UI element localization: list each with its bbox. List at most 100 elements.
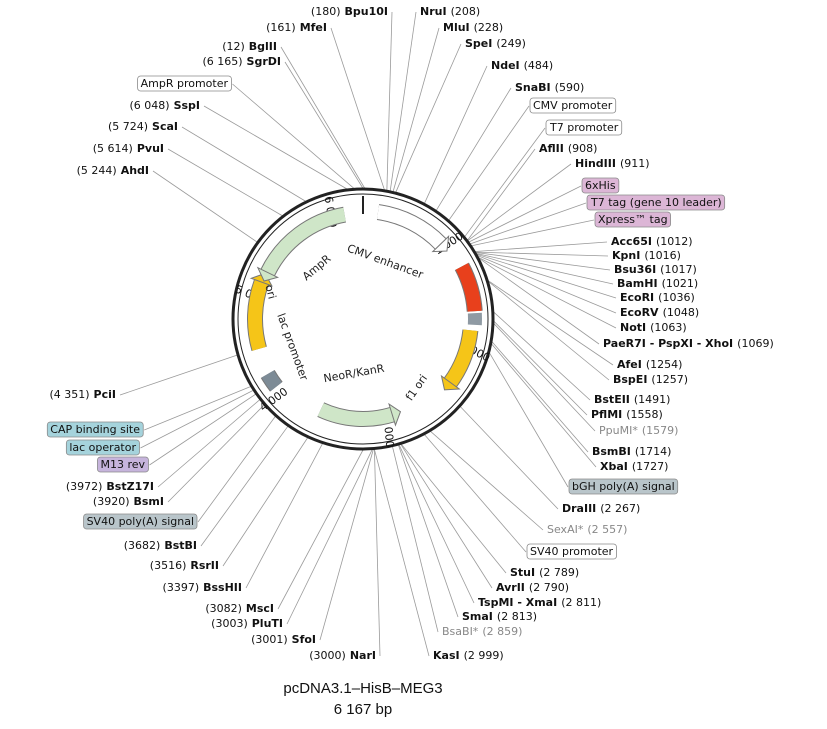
site-label: AfeI (1254) — [617, 358, 682, 371]
feature-label: f1 ori — [403, 372, 430, 403]
site-position: (1048) — [663, 306, 700, 319]
site-name: SgrDI — [247, 55, 281, 68]
leader-line — [476, 253, 614, 285]
site-position: (3003) — [211, 617, 248, 630]
site-label: KpnI (1016) — [612, 249, 681, 262]
leader-line — [488, 280, 614, 366]
site-position: (484) — [524, 59, 554, 72]
site-position: (1714) — [635, 445, 672, 458]
leader-line — [493, 311, 591, 401]
site-name: AfeI — [617, 358, 642, 371]
feature-arc — [455, 263, 482, 312]
site-name: NotI — [620, 321, 646, 334]
leader-line — [152, 170, 258, 243]
site-name: T7 tag (gene 10 leader) — [590, 196, 722, 209]
site-name: Bsu36I — [614, 263, 656, 276]
site-label: MluI (228) — [443, 21, 503, 34]
site-name: BsaBI* — [442, 625, 479, 638]
leader-line — [475, 252, 611, 271]
site-label: (3682) BstBI — [124, 539, 197, 552]
backbone-inner — [237, 193, 489, 445]
site-position: (1063) — [650, 321, 687, 334]
feature-label: lac promoter — [274, 312, 310, 383]
leader-line — [245, 443, 323, 589]
site-label: (6 048) SspI — [129, 99, 200, 112]
feature-arc — [261, 207, 346, 276]
leader-line — [478, 257, 617, 329]
feature-tag: T7 tag (gene 10 leader) — [590, 196, 722, 209]
feature-tag-box — [83, 513, 198, 530]
site-position: (1016) — [644, 249, 681, 262]
site-label: (3003) PluTI — [211, 617, 283, 630]
site-label: PpuMI* (1579) — [599, 424, 678, 437]
feature-tag-box — [137, 75, 232, 92]
feature-tag: Xpress™ tag — [598, 213, 668, 226]
site-position: (1069) — [737, 337, 774, 350]
site-position: (1257) — [651, 373, 688, 386]
feature-tag: SV40 poly(A) signal — [87, 515, 194, 528]
leader-line — [476, 253, 617, 299]
feature-label: ori — [262, 283, 278, 300]
leader-line — [149, 393, 256, 466]
feature-tag-box — [594, 211, 671, 228]
leader-line — [467, 148, 536, 241]
site-name: BsmBI — [592, 445, 631, 458]
leader-line — [424, 65, 488, 204]
site-name: bGH poly(A) signal — [572, 480, 675, 493]
feature-arrowhead — [256, 266, 280, 282]
leader-line — [395, 43, 462, 193]
site-name: AflII — [539, 142, 564, 155]
leader-line — [203, 105, 348, 190]
site-name: AmpR promoter — [141, 77, 229, 90]
feature-label: NeoR/KanR — [323, 362, 386, 386]
site-label: Acc65I (1012) — [611, 235, 693, 248]
site-position: (1579) — [642, 424, 679, 437]
feature-arc — [444, 329, 478, 387]
leader-line — [284, 61, 364, 189]
site-name: BspEI — [613, 373, 647, 386]
site-label: AflII (908) — [539, 142, 597, 155]
leader-line — [493, 323, 596, 432]
leader-line — [389, 11, 417, 191]
site-label: (6 165) SgrDI — [202, 55, 281, 68]
site-position: (208) — [451, 5, 481, 18]
site-position: (3082) — [205, 602, 242, 615]
site-name: M13 rev — [100, 458, 145, 471]
site-name: T7 promoter — [549, 121, 619, 134]
site-label: (3082) MscI — [205, 602, 274, 615]
site-label: (4 351) PciI — [49, 388, 116, 401]
site-label: (180) Bpu10I — [311, 5, 388, 18]
leader-line — [319, 449, 374, 641]
leader-line — [475, 241, 608, 252]
site-name: TspMI - XmaI — [478, 596, 557, 609]
leader-line — [400, 444, 493, 589]
leader-line — [478, 257, 600, 345]
site-name: SpeI — [465, 37, 492, 50]
site-name: HindIII — [575, 157, 616, 170]
site-position: (5 614) — [93, 142, 133, 155]
leader-line — [400, 444, 507, 574]
leader-line — [430, 430, 544, 531]
site-position: (1491) — [634, 393, 671, 406]
site-name: SV40 poly(A) signal — [87, 515, 194, 528]
site-name: CAP binding site — [50, 423, 140, 436]
site-position: (1558) — [626, 408, 663, 421]
site-position: (3682) — [124, 539, 161, 552]
site-name: MscI — [246, 602, 274, 615]
leader-line — [374, 449, 430, 657]
feature-arc — [317, 403, 395, 426]
site-name: lac operator — [69, 441, 136, 454]
leader-line — [167, 404, 265, 503]
leader-line — [280, 46, 365, 189]
leader-line — [330, 27, 385, 190]
leader-line — [374, 449, 381, 657]
site-name: BsmI — [134, 495, 165, 508]
leader-line — [181, 126, 306, 202]
site-position: (911) — [620, 157, 650, 170]
leader-line — [157, 399, 261, 488]
leader-line — [200, 426, 289, 547]
feature-arc — [248, 279, 269, 351]
site-label: (161) MfeI — [266, 21, 327, 34]
site-label: SmaI (2 813) — [462, 610, 537, 623]
